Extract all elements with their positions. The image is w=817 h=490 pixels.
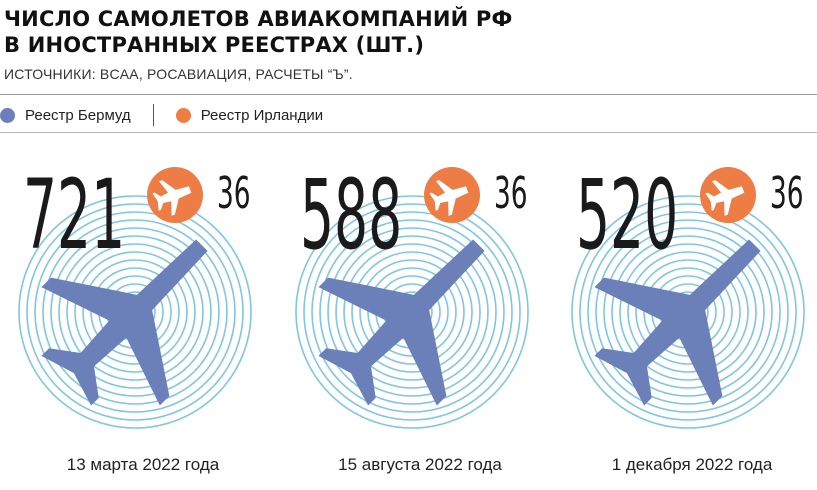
ring xyxy=(635,259,741,365)
ring xyxy=(90,267,180,357)
ring xyxy=(18,195,252,429)
ireland-value-3: 36 xyxy=(770,167,804,219)
bermuda-value-2: 588 xyxy=(300,159,402,271)
ring xyxy=(367,267,457,357)
ring xyxy=(74,251,196,373)
ring xyxy=(579,203,797,421)
ring xyxy=(595,219,781,405)
airplane-icon xyxy=(41,239,208,406)
ring xyxy=(26,203,244,421)
ring xyxy=(58,235,212,389)
ring xyxy=(603,227,773,397)
ring xyxy=(587,211,789,413)
airplane-icon xyxy=(594,239,761,406)
ireland-value-2: 36 xyxy=(494,167,528,219)
airplane-icon xyxy=(152,180,192,216)
ring xyxy=(343,243,481,381)
group-3: 520 36 1 декабря 2022 года xyxy=(571,159,805,474)
ring xyxy=(295,195,529,429)
top-divider xyxy=(0,94,817,95)
legend-item-ireland: Реестр Ирландии xyxy=(175,106,324,124)
ring xyxy=(82,259,188,365)
legend: Реестр Бермуд Реестр Ирландии xyxy=(0,101,323,129)
airplane-icon xyxy=(705,180,745,216)
ring xyxy=(42,219,228,405)
ring xyxy=(611,235,765,389)
ring xyxy=(571,195,805,429)
ring xyxy=(619,243,757,381)
ring xyxy=(50,227,220,397)
title-line-1: ЧИСЛО САМОЛЕТОВ АВИАКОМПАНИЙ РФ xyxy=(4,7,513,31)
category-label-2: 15 августа 2022 года xyxy=(338,455,502,474)
category-label-3: 1 декабря 2022 года xyxy=(612,455,773,474)
rings-1 xyxy=(18,195,252,429)
source-note: ИСТОЧНИКИ: BCAA, РОСАВИАЦИЯ, РАСЧЕТЫ “Ъ”… xyxy=(4,66,353,82)
legend-dot-bermuda xyxy=(0,107,15,123)
bermuda-value-1: 721 xyxy=(23,159,125,271)
legend-separator xyxy=(152,104,154,126)
ireland-value-1: 36 xyxy=(217,167,251,219)
bermuda-value-3: 520 xyxy=(576,159,678,271)
group-2: 588 36 15 августа 2022 года xyxy=(295,159,529,474)
group-1: 721 36 13 марта 2022 года xyxy=(18,159,252,474)
legend-label-bermuda: Реестр Бермуд xyxy=(25,106,131,124)
ring xyxy=(34,211,236,413)
ring xyxy=(359,259,465,365)
ring xyxy=(66,243,204,381)
legend-dot-ireland xyxy=(175,107,191,123)
ring xyxy=(311,211,513,413)
legend-label-ireland: Реестр Ирландии xyxy=(200,106,324,124)
ring xyxy=(627,251,749,373)
ring xyxy=(319,219,505,405)
title-line-2: В ИНОСТРАННЫХ РЕЕСТРАХ (ШТ.) xyxy=(4,33,425,57)
ring xyxy=(303,203,521,421)
ring xyxy=(351,251,473,373)
legend-divider xyxy=(0,132,817,133)
ring xyxy=(327,227,497,397)
legend-item-bermuda: Реестр Бермуд xyxy=(0,107,131,124)
ring xyxy=(335,235,489,389)
ring xyxy=(643,267,733,357)
chart-title: ЧИСЛО САМОЛЕТОВ АВИАКОМПАНИЙ РФ В ИНОСТР… xyxy=(4,6,704,58)
airplane-icon xyxy=(429,180,469,216)
category-label-1: 13 марта 2022 года xyxy=(67,455,220,474)
airplane-icon xyxy=(318,239,485,406)
